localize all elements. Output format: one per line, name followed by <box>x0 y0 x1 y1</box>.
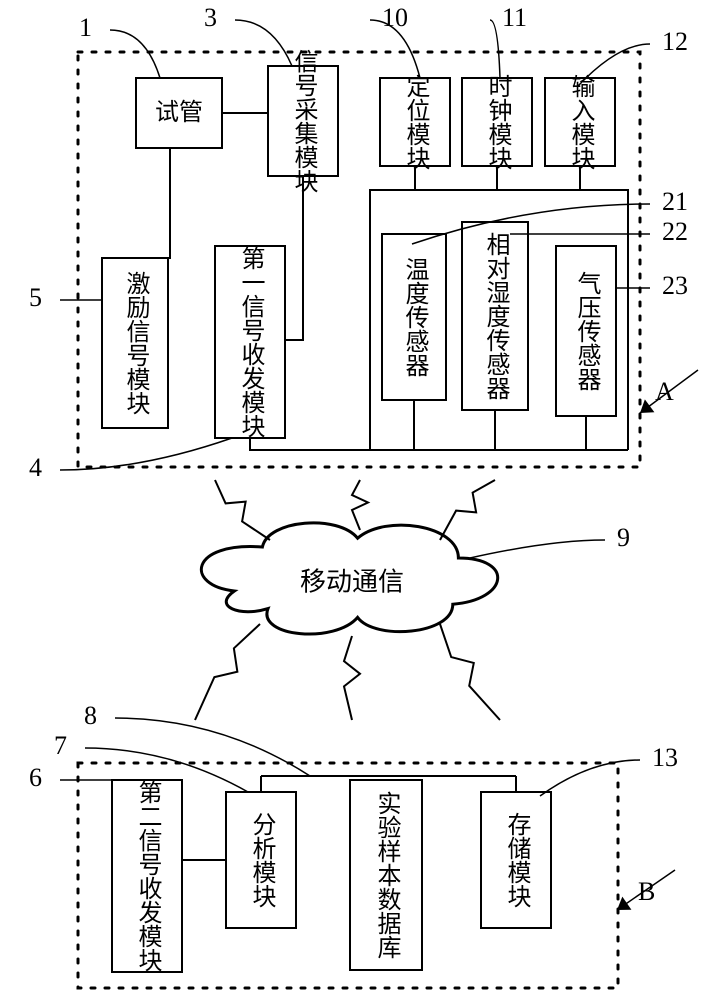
wireless-icon <box>440 480 495 540</box>
ref-number: 1 <box>79 13 92 42</box>
leader <box>60 438 232 470</box>
ref-number: 13 <box>652 743 678 772</box>
node-b22: 相对湿度传感器 <box>462 222 528 410</box>
svg-text:第一信号收发模块: 第一信号收发模块 <box>237 246 265 438</box>
leader <box>490 20 500 78</box>
wireless-icon <box>344 636 360 720</box>
node-b1: 试管 <box>136 78 222 148</box>
svg-text:时钟模块: 时钟模块 <box>484 74 512 170</box>
ref-number: 4 <box>29 453 42 482</box>
section-label: B <box>638 877 655 906</box>
section-label: A <box>655 377 674 406</box>
node-b23: 气压传感器 <box>556 246 616 416</box>
wireless-icon <box>215 480 270 540</box>
ref-number: 10 <box>382 3 408 32</box>
edge <box>168 148 170 258</box>
leader <box>540 760 640 796</box>
leader <box>115 718 310 776</box>
svg-text:存储模块: 存储模块 <box>503 812 531 908</box>
svg-text:分析模块: 分析模块 <box>248 812 276 908</box>
wireless-icon <box>352 480 368 530</box>
svg-text:信号采集模块: 信号采集模块 <box>290 49 318 193</box>
ref-number: 7 <box>54 731 67 760</box>
node-b4: 第一信号收发模块 <box>215 246 285 438</box>
ref-number: 11 <box>502 3 527 32</box>
node-b11: 时钟模块 <box>462 74 532 170</box>
node-b13: 存储模块 <box>481 792 551 928</box>
node-b8: 实验样本数据库 <box>350 780 422 970</box>
ref-number: 12 <box>662 27 688 56</box>
ref-number: 6 <box>29 763 42 792</box>
edge <box>285 176 303 340</box>
svg-text:实验样本数据库: 实验样本数据库 <box>373 791 401 959</box>
node-b21: 温度传感器 <box>382 234 446 400</box>
edge <box>250 438 628 450</box>
ref-number: 5 <box>29 283 42 312</box>
svg-text:试管: 试管 <box>155 99 203 126</box>
svg-text:气压传感器: 气压传感器 <box>573 271 601 391</box>
svg-text:定位模块: 定位模块 <box>402 74 430 170</box>
node-b5: 激励信号模块 <box>102 258 168 428</box>
ref-number: 8 <box>84 701 97 730</box>
svg-text:相对湿度传感器: 相对湿度传感器 <box>482 232 510 400</box>
wireless-icon <box>440 624 500 720</box>
ref-number: 23 <box>662 271 688 300</box>
node-b12: 输入模块 <box>545 74 615 170</box>
wireless-icon <box>195 624 260 720</box>
svg-text:输入模块: 输入模块 <box>567 74 595 170</box>
diagram-root: 试管 信号采集模块 定位模块 时钟模块 输入模块激励信号模块 第一信号收发模块 温度传感器 相… <box>0 0 713 1000</box>
ref-number: 3 <box>204 3 217 32</box>
node-b10: 定位模块 <box>380 74 450 170</box>
node-b6: 第二信号收发模块 <box>112 780 182 972</box>
leader <box>235 20 292 66</box>
svg-text:激励信号模块: 激励信号模块 <box>122 271 150 415</box>
leader <box>412 204 650 244</box>
cloud-label: 移动通信 <box>300 568 404 597</box>
ref-number: 9 <box>617 523 630 552</box>
ref-number: 22 <box>662 217 688 246</box>
leader <box>470 540 605 558</box>
ref-number: 21 <box>662 187 688 216</box>
node-b3: 信号采集模块 <box>268 49 338 193</box>
leader <box>110 30 160 78</box>
svg-text:温度传感器: 温度传感器 <box>401 257 429 377</box>
svg-text:第二信号收发模块: 第二信号收发模块 <box>134 780 162 972</box>
node-b7: 分析模块 <box>226 792 296 928</box>
